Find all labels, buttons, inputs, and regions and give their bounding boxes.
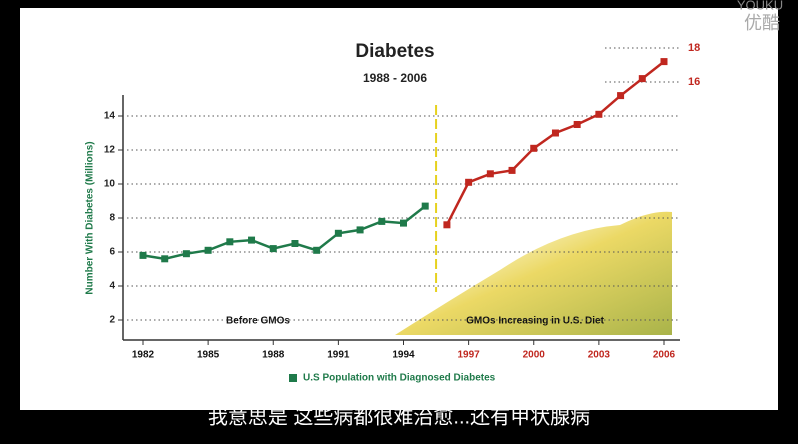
x-tick-label: 1997 bbox=[458, 350, 481, 361]
x-tick-label: 1985 bbox=[197, 350, 220, 361]
logo-chinese: 优酷 bbox=[744, 13, 780, 33]
data-point bbox=[551, 129, 559, 137]
logo-latin: YOUKU bbox=[737, 0, 783, 12]
data-point bbox=[334, 229, 342, 237]
data-point bbox=[660, 58, 668, 66]
data-point bbox=[595, 110, 603, 118]
y-tick-label: 10 bbox=[104, 179, 116, 190]
y-tick-label: 4 bbox=[109, 281, 115, 292]
data-point bbox=[486, 170, 494, 178]
legend-swatch bbox=[289, 374, 297, 382]
data-point bbox=[638, 75, 646, 83]
y-tick-label: 2 bbox=[109, 315, 115, 326]
data-point bbox=[291, 240, 299, 247]
y-tick-label: 12 bbox=[104, 145, 116, 156]
series-line bbox=[142, 205, 426, 261]
annotation: Before GMOs bbox=[226, 316, 290, 327]
x-tick-label: 1994 bbox=[392, 350, 415, 361]
data-point bbox=[248, 236, 256, 244]
x-tick-label: 1988 bbox=[262, 350, 285, 361]
grass-image bbox=[395, 211, 672, 335]
data-point bbox=[204, 246, 212, 254]
data-point bbox=[530, 144, 538, 152]
data-point bbox=[617, 92, 625, 100]
data-point bbox=[356, 226, 364, 234]
y-tick-label: 6 bbox=[109, 247, 115, 258]
annotation: GMOs Increasing in U.S. Diet bbox=[466, 316, 604, 327]
chart-subtitle: 1988 - 2006 bbox=[363, 71, 427, 85]
data-point bbox=[269, 245, 277, 253]
data-point bbox=[443, 221, 451, 229]
x-tick-label: 2000 bbox=[523, 350, 546, 361]
data-point bbox=[182, 250, 190, 258]
right-tick-label: 18 bbox=[688, 42, 700, 54]
data-point bbox=[465, 178, 473, 186]
x-tick-label: 2003 bbox=[588, 350, 611, 361]
data-point bbox=[573, 121, 581, 128]
x-tick-label: 1982 bbox=[132, 350, 155, 361]
data-point bbox=[421, 202, 429, 210]
data-point bbox=[161, 255, 169, 263]
data-point bbox=[400, 219, 407, 227]
data-point bbox=[378, 217, 386, 225]
y-tick-label: 14 bbox=[104, 111, 116, 122]
legend-label: U.S Population with Diagnosed Diabetes bbox=[303, 373, 496, 384]
chart-title: Diabetes bbox=[355, 41, 434, 62]
x-tick-label: 1991 bbox=[327, 350, 350, 361]
right-tick-label: 16 bbox=[688, 76, 700, 88]
y-axis-label: Number With Diabetes (Millions) bbox=[85, 141, 96, 294]
data-point bbox=[508, 166, 516, 174]
chart-panel bbox=[20, 8, 778, 410]
x-tick-label: 2006 bbox=[653, 350, 676, 361]
data-point bbox=[313, 246, 321, 254]
data-point bbox=[226, 238, 234, 246]
video-subtitle: 我意思是 这些病都很难治愈...还有甲状腺病 bbox=[208, 405, 590, 428]
y-tick-label: 8 bbox=[109, 213, 115, 224]
data-point bbox=[139, 251, 147, 259]
